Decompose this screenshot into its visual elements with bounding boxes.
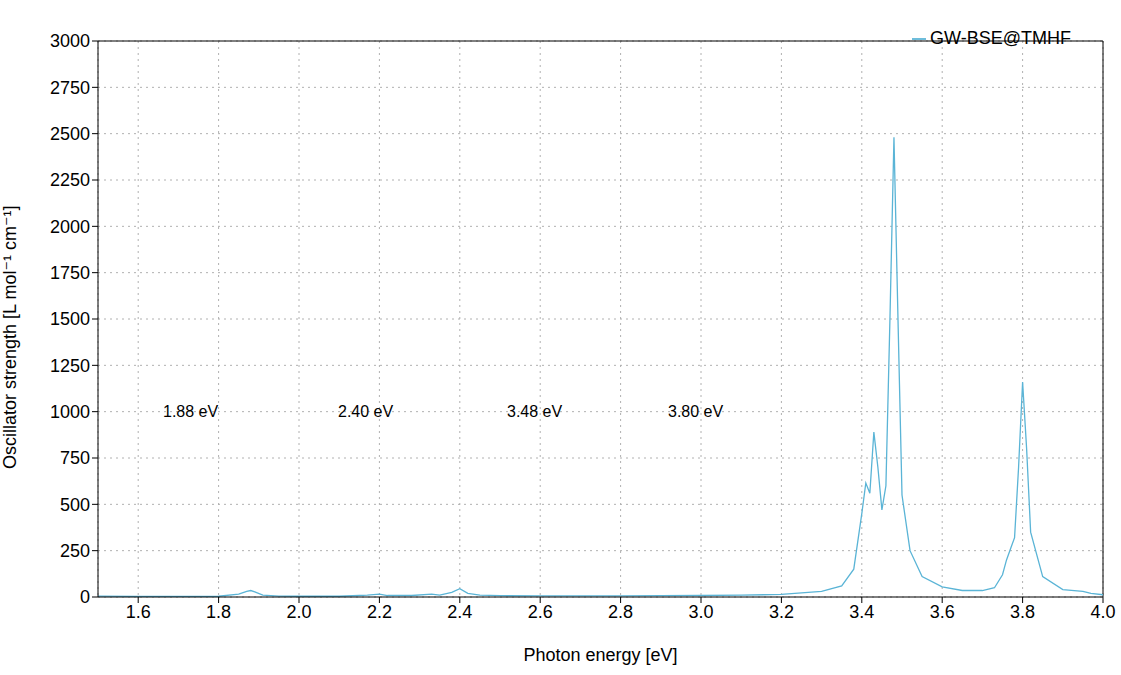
- svg-text:2500: 2500: [50, 124, 90, 144]
- svg-text:Oscillator strength [L mol⁻¹ c: Oscillator strength [L mol⁻¹ cm⁻¹]: [0, 206, 20, 469]
- svg-text:2.4: 2.4: [447, 602, 472, 622]
- svg-text:2250: 2250: [50, 170, 90, 190]
- html-text:3.80 eV: 3.80 eV: [668, 403, 724, 420]
- html-text:3.48 eV: 3.48 eV: [507, 403, 563, 420]
- svg-text:1250: 1250: [50, 356, 90, 376]
- svg-text:0: 0: [80, 587, 90, 607]
- html-text:1.88 eV: 1.88 eV: [163, 403, 219, 420]
- svg-text:3.8: 3.8: [1010, 602, 1035, 622]
- svg-text:1000: 1000: [50, 402, 90, 422]
- svg-text:2.2: 2.2: [367, 602, 392, 622]
- svg-text:3.2: 3.2: [769, 602, 794, 622]
- svg-text:2.0: 2.0: [286, 602, 311, 622]
- svg-text:1750: 1750: [50, 263, 90, 283]
- html-text:GW-BSE@TMHF: GW-BSE@TMHF: [930, 28, 1071, 48]
- svg-text:750: 750: [60, 448, 90, 468]
- svg-text:2000: 2000: [50, 217, 90, 237]
- html-text:2.40 eV: 2.40 eV: [338, 403, 394, 420]
- svg-text:2.8: 2.8: [608, 602, 633, 622]
- svg-text:Photon energy [eV]: Photon energy [eV]: [523, 645, 677, 665]
- svg-text:2750: 2750: [50, 78, 90, 98]
- svg-text:1500: 1500: [50, 309, 90, 329]
- svg-text:500: 500: [60, 495, 90, 515]
- svg-text:3.0: 3.0: [688, 602, 713, 622]
- svg-text:2.6: 2.6: [528, 602, 553, 622]
- svg-text:3.4: 3.4: [849, 602, 874, 622]
- svg-text:1.8: 1.8: [206, 602, 231, 622]
- svg-text:250: 250: [60, 541, 90, 561]
- svg-text:1.6: 1.6: [126, 602, 151, 622]
- svg-text:3.6: 3.6: [930, 602, 955, 622]
- svg-text:4.0: 4.0: [1090, 602, 1115, 622]
- svg-text:3000: 3000: [50, 31, 90, 51]
